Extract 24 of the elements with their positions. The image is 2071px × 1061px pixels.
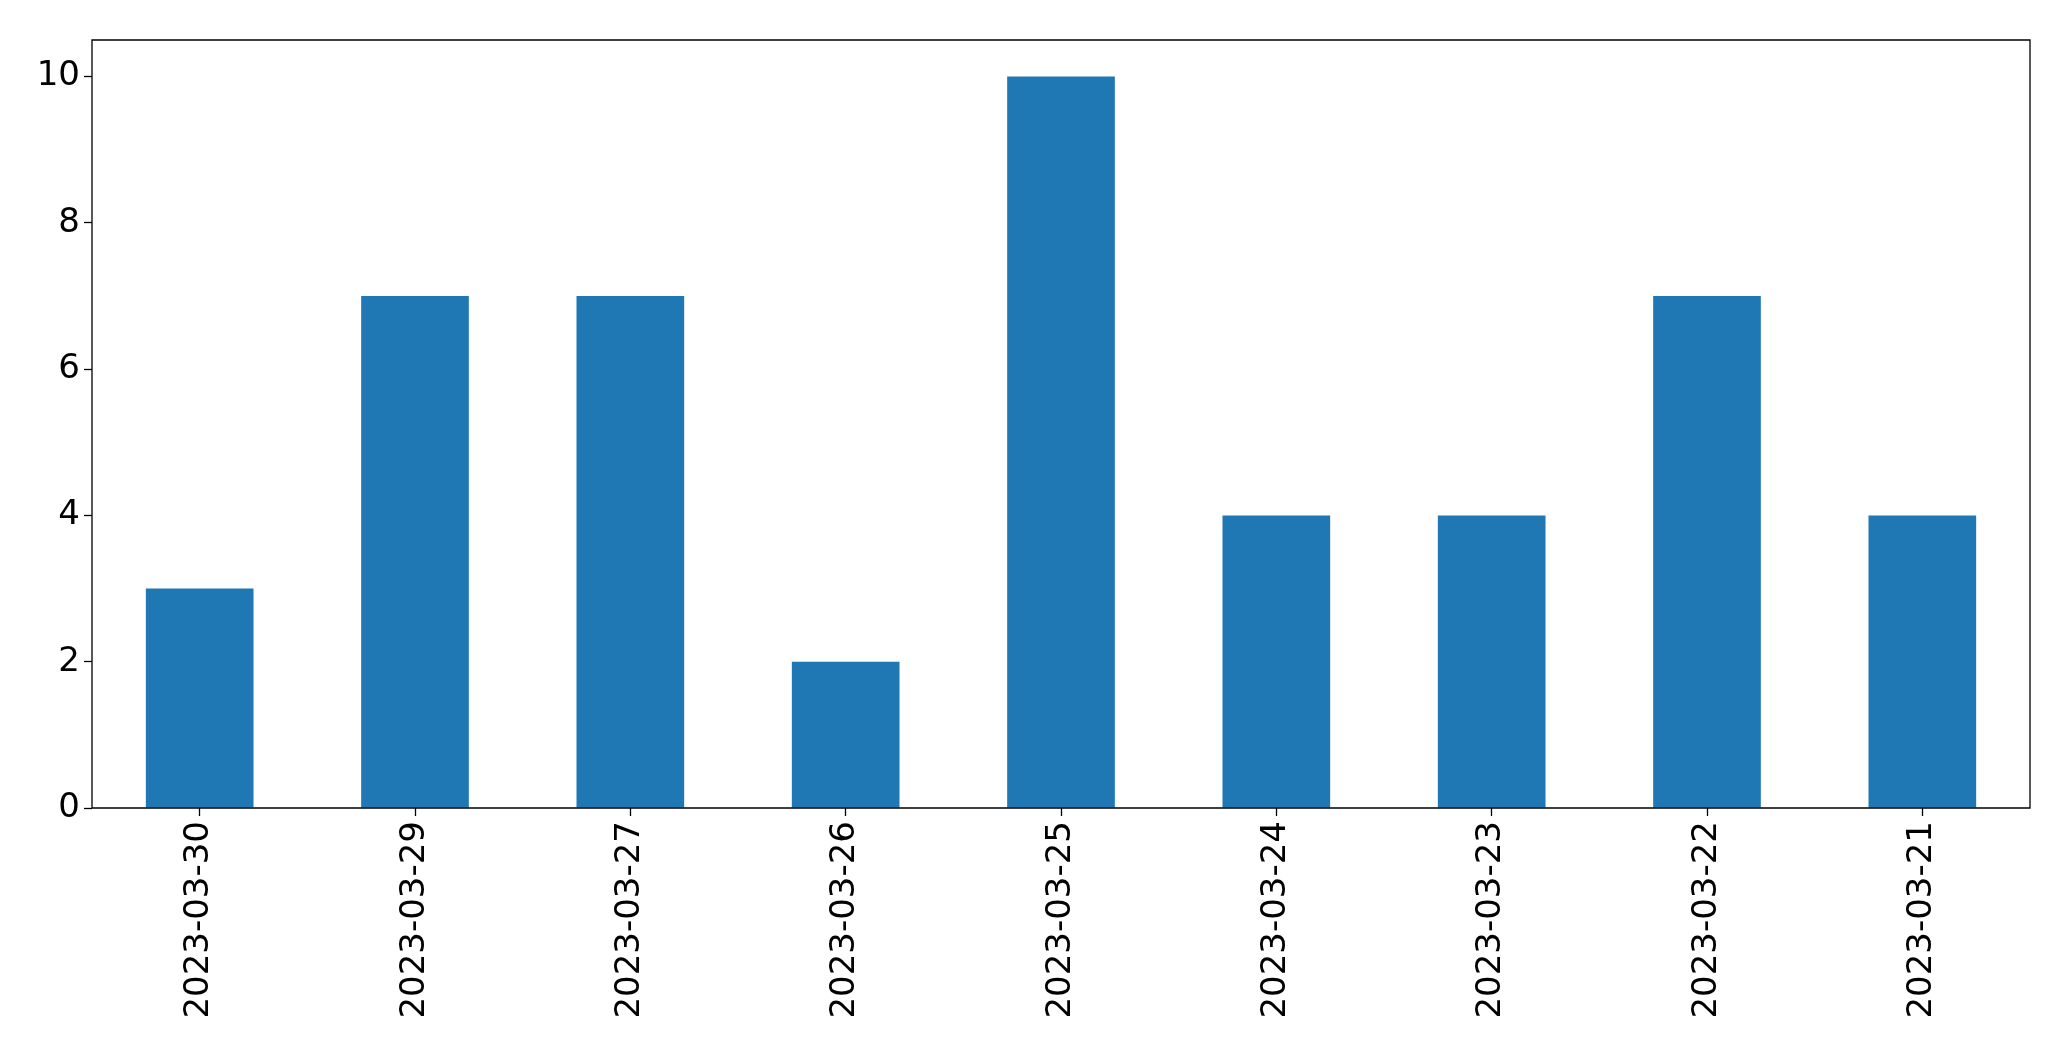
x-tick-label: 2023-03-21	[1899, 821, 1940, 1019]
x-tick-label: 2023-03-24	[1253, 821, 1294, 1019]
y-tick-label: 8	[58, 199, 80, 240]
bar	[1437, 515, 1546, 808]
bar	[1653, 296, 1761, 808]
x-tick-label: 2023-03-27	[607, 821, 648, 1019]
y-tick-label: 0	[58, 784, 80, 825]
bar	[1007, 76, 1115, 808]
y-tick-label: 4	[58, 492, 80, 533]
y-tick-label: 6	[58, 345, 80, 386]
bar	[361, 296, 469, 808]
x-tick-label: 2023-03-23	[1468, 821, 1509, 1019]
bar	[1868, 515, 1977, 808]
bar	[576, 296, 685, 808]
y-tick-label: 2	[58, 638, 80, 679]
x-tick-label: 2023-03-29	[391, 821, 432, 1019]
bar	[145, 588, 254, 808]
y-tick-label: 10	[36, 53, 80, 94]
x-tick-label: 2023-03-30	[176, 821, 217, 1019]
x-tick-label: 2023-03-22	[1683, 821, 1724, 1019]
bar	[791, 661, 900, 808]
bar	[1222, 515, 1331, 808]
x-tick-label: 2023-03-25	[1037, 821, 1078, 1019]
x-tick-label: 2023-03-26	[822, 821, 863, 1019]
